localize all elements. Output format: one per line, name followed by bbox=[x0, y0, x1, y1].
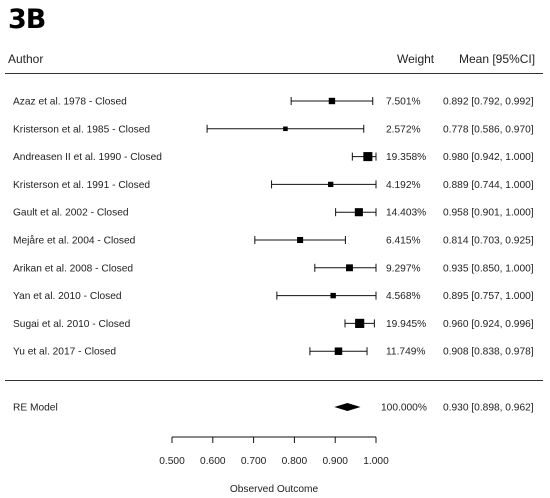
point-estimate bbox=[328, 181, 334, 188]
x-tick-label: 0.600 bbox=[200, 456, 226, 467]
study-mean-ci: 0.935 [0.850, 1.000] bbox=[443, 263, 534, 274]
study-mean-ci: 0.889 [0.744, 1.000] bbox=[443, 180, 534, 191]
point-estimate bbox=[328, 97, 336, 105]
study-label: Sugai et al. 2010 - Closed bbox=[13, 319, 131, 330]
study-weight: 6.415% bbox=[386, 236, 421, 247]
author-header: Author bbox=[8, 52, 44, 66]
x-tick-label: 0.900 bbox=[322, 456, 348, 467]
study-mean-ci: 0.892 [0.792, 0.992] bbox=[443, 97, 534, 108]
point-estimate bbox=[354, 208, 363, 217]
study-weight: 9.297% bbox=[386, 263, 421, 274]
study-mean-ci: 0.958 [0.901, 1.000] bbox=[443, 208, 534, 219]
study-weight: 19.358% bbox=[386, 152, 426, 163]
panel-label: 3B bbox=[8, 4, 46, 35]
x-tick-label: 0.800 bbox=[282, 456, 308, 467]
point-estimate bbox=[330, 292, 336, 299]
x-axis-label: Observed Outcome bbox=[230, 484, 319, 495]
study-label: Kristerson et al. 1991 - Closed bbox=[13, 180, 150, 191]
study-label: Arikan et al. 2008 - Closed bbox=[13, 263, 133, 274]
study-mean-ci: 0.895 [0.757, 1.000] bbox=[443, 291, 534, 302]
summary-label: RE Model bbox=[13, 403, 58, 414]
study-mean-ci: 0.814 [0.703, 0.925] bbox=[443, 236, 534, 247]
study-mean-ci: 0.960 [0.924, 0.996] bbox=[443, 319, 534, 330]
study-label: Gault et al. 2002 - Closed bbox=[13, 208, 129, 219]
summary-diamond bbox=[334, 403, 361, 411]
study-mean-ci: 0.908 [0.838, 0.978] bbox=[443, 347, 534, 358]
study-weight: 7.501% bbox=[386, 97, 421, 108]
study-weight: 11.749% bbox=[386, 347, 425, 358]
study-weight: 19.945% bbox=[386, 319, 426, 330]
study-label: Mejåre et al. 2004 - Closed bbox=[13, 235, 136, 247]
study-label: Yan et al. 2010 - Closed bbox=[13, 291, 122, 302]
x-tick-label: 1.000 bbox=[363, 456, 389, 467]
summary-weight: 100.000% bbox=[381, 403, 427, 414]
study-weight: 14.403% bbox=[386, 208, 426, 219]
header-divider bbox=[5, 73, 543, 74]
summary-mean-ci: 0.930 [0.898, 0.962] bbox=[443, 403, 534, 414]
point-estimate bbox=[363, 152, 373, 162]
study-weight: 2.572% bbox=[386, 124, 421, 135]
study-weight: 4.192% bbox=[386, 180, 421, 191]
point-estimate bbox=[355, 318, 365, 328]
summary-divider bbox=[5, 380, 543, 381]
study-label: Yu et al. 2017 - Closed bbox=[13, 347, 116, 358]
weight-header: Weight bbox=[397, 52, 435, 66]
x-tick-label: 0.500 bbox=[159, 456, 185, 467]
x-tick-label: 0.700 bbox=[241, 456, 267, 467]
study-label: Andreasen II et al. 1990 - Closed bbox=[13, 152, 162, 163]
point-estimate bbox=[283, 126, 288, 132]
study-label: Kristerson et al. 1985 - Closed bbox=[13, 124, 150, 135]
point-estimate bbox=[334, 347, 343, 355]
study-label: Azaz et al. 1978 - Closed bbox=[13, 97, 127, 108]
point-estimate bbox=[297, 236, 304, 244]
mean-ci-header: Mean [95%CI] bbox=[459, 52, 536, 66]
study-mean-ci: 0.980 [0.942, 1.000] bbox=[443, 152, 534, 163]
study-mean-ci: 0.778 [0.586, 0.970] bbox=[443, 124, 534, 135]
point-estimate bbox=[346, 264, 353, 272]
study-weight: 4.568% bbox=[386, 291, 421, 302]
